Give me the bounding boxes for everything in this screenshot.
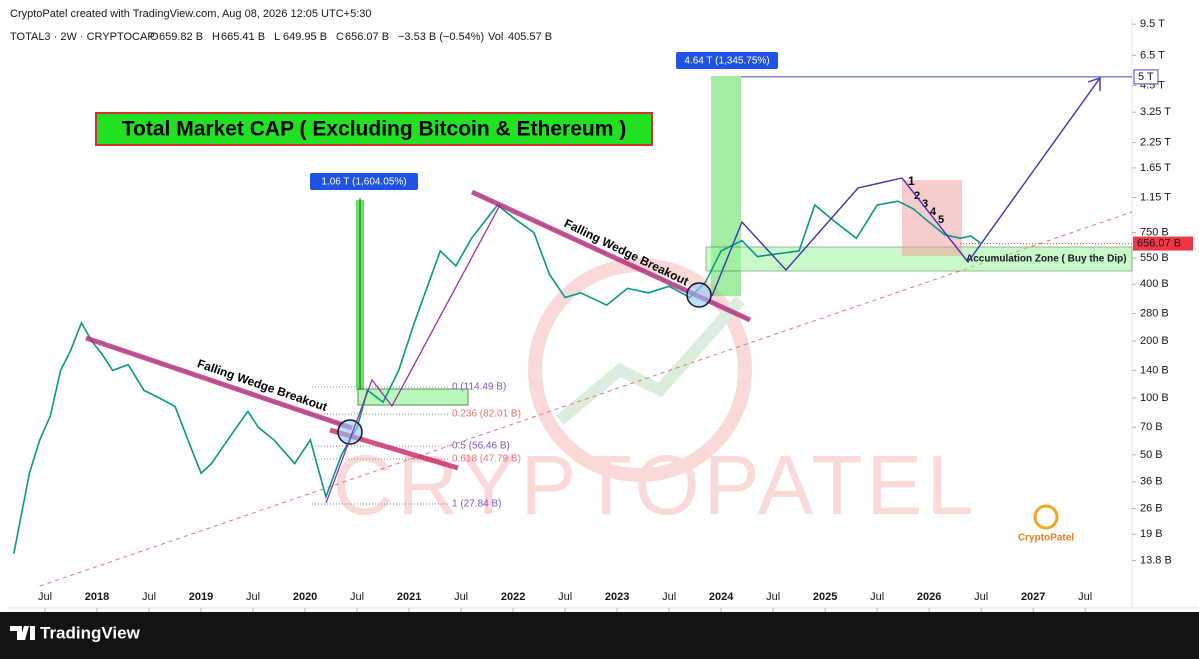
move-label: 4.64 T (1,345.75%) xyxy=(684,56,769,67)
fib-label: 1 (27.84 B) xyxy=(452,499,501,510)
x-tick-label: 2023 xyxy=(605,591,629,603)
y-tick-label: 1.15 T xyxy=(1140,191,1171,203)
x-tick-label: 2025 xyxy=(813,591,837,603)
fib-label: 0.618 (47.79 B) xyxy=(452,454,521,465)
x-tick-label: 2021 xyxy=(397,591,421,603)
x-tick-label: Jul xyxy=(38,591,52,603)
x-tick-label: Jul xyxy=(1078,591,1092,603)
ohlc-value: 649.95 B xyxy=(283,31,327,43)
accumulation-label: Accumulation Zone ( Buy the Dip) xyxy=(966,254,1127,265)
trendline xyxy=(39,211,1133,587)
y-tick-label: 26 B xyxy=(1140,502,1163,514)
y-tick-label: 400 B xyxy=(1140,278,1169,290)
y-tick-label: 6.5 T xyxy=(1140,49,1165,61)
y-tick-label: 200 B xyxy=(1140,335,1169,347)
x-tick-label: 2027 xyxy=(1021,591,1045,603)
change: −3.53 B (−0.54%) xyxy=(398,31,484,43)
x-tick-label: Jul xyxy=(558,591,572,603)
watermark-ring xyxy=(528,258,752,482)
fib-zone xyxy=(357,388,469,406)
x-tick-label: Jul xyxy=(454,591,468,603)
y-tick-label: 13.8 B xyxy=(1140,554,1172,566)
y-tick-label: 70 B xyxy=(1140,421,1163,433)
wave-label: 1 xyxy=(908,174,915,188)
y-tick-label: 9.5 T xyxy=(1140,18,1165,30)
ohlc-key: H xyxy=(212,31,220,43)
move-label: 1.06 T (1,604.05%) xyxy=(321,177,406,188)
fib-label: 0 (114.49 B) xyxy=(452,382,506,393)
y-tick-label: 3.25 T xyxy=(1140,106,1171,118)
breakout-circle xyxy=(337,419,363,445)
y-tick-label: 19 B xyxy=(1140,528,1163,540)
wave-label: 4 xyxy=(930,206,937,218)
credit: CryptoPatel created with TradingView.com… xyxy=(10,8,372,20)
price-tag xyxy=(1133,236,1193,251)
wave-label: 3 xyxy=(922,198,928,210)
chart-title: Total Market CAP ( Excluding Bitcoin & E… xyxy=(122,118,626,141)
footer-logo xyxy=(10,626,35,640)
correction-box xyxy=(902,180,962,256)
wedge-line xyxy=(85,337,353,429)
x-tick-label: Jul xyxy=(246,591,260,603)
fib-label: 0.5 (56.46 B) xyxy=(452,441,510,452)
watermark: CRYPTOPATEL xyxy=(333,258,978,532)
y-tick-label: 2.25 T xyxy=(1140,136,1171,148)
ohlc-key: O xyxy=(150,31,159,43)
logo-text: CryptoPatel xyxy=(1018,533,1074,544)
y-tick-label: 50 B xyxy=(1140,449,1163,461)
fib-label: 0.236 (82.01 B) xyxy=(452,409,521,420)
price-line xyxy=(13,200,982,554)
y-tick-label: 280 B xyxy=(1140,307,1169,319)
title-box xyxy=(95,112,653,146)
x-tick-label: Jul xyxy=(870,591,884,603)
series xyxy=(13,200,982,554)
target-tag-label: 5 T xyxy=(1138,71,1154,83)
y-tick-label: 750 B xyxy=(1140,227,1169,239)
y-tick-label: 550 B xyxy=(1140,252,1169,264)
x-tick-label: 2020 xyxy=(293,591,317,603)
footer xyxy=(0,612,1199,659)
breakout-circle xyxy=(686,282,712,308)
x-tick-label: Jul xyxy=(350,591,364,603)
move-label-box xyxy=(676,52,778,69)
x-tick-label: Jul xyxy=(974,591,988,603)
brand-logo: CryptoPatel xyxy=(1018,504,1074,544)
volume-key: Vol xyxy=(488,31,503,43)
symbol: TOTAL3 · 2W · CRYPTOCAP xyxy=(10,31,155,43)
move-label-box xyxy=(310,173,418,190)
target-tag xyxy=(1133,69,1159,85)
logo-ring xyxy=(1033,504,1059,530)
x-tick-label: 2026 xyxy=(917,591,941,603)
x-tick-label: Jul xyxy=(766,591,780,603)
projection-arrowhead xyxy=(1087,77,1101,91)
ohlc-value: 656.07 B xyxy=(345,31,389,43)
y-tick-label: 100 B xyxy=(1140,392,1169,404)
y-tick-label: 1.65 T xyxy=(1140,162,1171,174)
footer-brand: TradingView xyxy=(40,623,141,642)
watermark-text: CRYPTOPATEL xyxy=(333,438,978,532)
y-tick-label: 140 B xyxy=(1140,364,1169,376)
x-tick-label: 2018 xyxy=(85,591,109,603)
ohlc-key: C xyxy=(336,31,344,43)
background xyxy=(0,0,1199,612)
ohlc-key: L xyxy=(274,31,280,43)
x-tick-label: Jul xyxy=(142,591,156,603)
projection-path xyxy=(325,204,501,504)
y-tick-label: 36 B xyxy=(1140,476,1163,488)
volume-value: 405.57 B xyxy=(508,31,552,43)
price-tag-label: 656.07 B xyxy=(1137,237,1181,249)
x-tick-label: 2022 xyxy=(501,591,525,603)
ohlc-value: 659.82 B xyxy=(159,31,203,43)
wave-label: 5 xyxy=(938,214,944,226)
x-tick-label: Jul xyxy=(662,591,676,603)
x-tick-label: 2024 xyxy=(709,591,734,603)
wave-label: 2 xyxy=(914,190,920,202)
projection-path xyxy=(711,77,1101,297)
x-tick-label: 2019 xyxy=(189,591,213,603)
ohlc-value: 665.41 B xyxy=(221,31,265,43)
